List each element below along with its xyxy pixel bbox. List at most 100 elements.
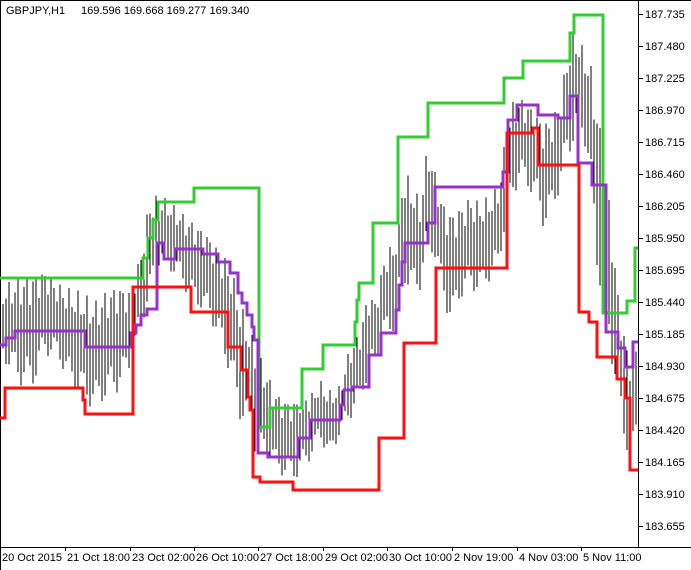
price-bar — [542, 148, 544, 226]
price-bar — [377, 307, 379, 356]
price-bar — [212, 263, 214, 327]
price-bar — [74, 312, 76, 390]
price-bar — [266, 382, 268, 455]
price-bar — [533, 133, 535, 182]
price-bar — [134, 293, 136, 336]
price-bar — [62, 297, 64, 370]
price-bar — [86, 295, 88, 395]
price-label: 187.225 — [645, 73, 685, 85]
time-label: 2 Nov 19:00 — [454, 552, 513, 564]
price-bar — [437, 206, 439, 256]
price-bar — [548, 128, 550, 195]
price-bar — [494, 188, 496, 251]
price-bar — [137, 263, 139, 317]
price-bar — [44, 276, 46, 344]
price-bar — [293, 403, 295, 476]
price-bar — [362, 322, 364, 390]
price-bar — [17, 278, 19, 373]
price-bar — [11, 303, 13, 352]
price-bar — [626, 350, 628, 450]
price-bar — [59, 284, 61, 360]
price-bar — [371, 299, 373, 350]
price-bar — [302, 388, 304, 449]
price-bar — [428, 171, 430, 230]
price-bar — [233, 277, 235, 361]
price-bar — [182, 213, 184, 279]
price-bar — [413, 207, 415, 269]
price-bar — [503, 146, 505, 233]
price-bar — [104, 293, 106, 396]
time-label: 23 Oct 02:00 — [132, 552, 195, 564]
price-bar — [587, 76, 589, 154]
price-bar — [8, 282, 10, 365]
price-bar — [323, 396, 325, 448]
price-bar — [176, 224, 178, 262]
price-bar — [383, 265, 385, 321]
price-bar — [620, 340, 622, 396]
price-bar — [254, 368, 256, 452]
price-bar — [332, 402, 334, 441]
price-label: 184.930 — [645, 361, 685, 373]
price-bar — [263, 387, 265, 439]
time-label: 30 Oct 10:00 — [389, 552, 452, 564]
time-label: 4 Nov 03:00 — [519, 552, 578, 564]
price-bar — [635, 351, 637, 425]
price-bar — [467, 199, 469, 266]
time-label: 29 Oct 02:00 — [325, 552, 388, 564]
price-bar — [557, 117, 559, 196]
price-bar — [608, 199, 610, 324]
price-bar — [113, 290, 115, 382]
price-bar — [119, 290, 121, 377]
price-bar — [563, 74, 565, 144]
indicator-lines — [0, 13, 638, 492]
price-label: 185.185 — [645, 329, 685, 341]
price-label: 185.695 — [645, 265, 685, 277]
price-bar — [410, 203, 412, 271]
price-bar — [158, 209, 160, 266]
price-bar — [572, 29, 574, 141]
price-label: 184.165 — [645, 457, 685, 469]
price-label: 187.480 — [645, 41, 685, 53]
price-bar — [29, 304, 31, 366]
price-bars — [2, 29, 637, 478]
price-bar — [191, 222, 193, 280]
price-label: 183.910 — [645, 489, 685, 501]
price-bar — [95, 300, 97, 380]
price-bar — [512, 101, 514, 188]
symbol-period-label: GBPJPY,H1 — [6, 5, 65, 17]
price-bar — [416, 193, 418, 285]
price-bar — [47, 294, 49, 357]
price-bar — [425, 156, 427, 232]
price-bar — [89, 323, 91, 407]
price-bar — [473, 222, 475, 292]
price-bar — [326, 401, 328, 445]
price-label: 184.420 — [645, 425, 685, 437]
price-bar — [20, 304, 22, 386]
price-bar — [485, 197, 487, 279]
price-bar — [284, 404, 286, 470]
price-bar — [365, 305, 367, 383]
price-bar — [56, 301, 58, 342]
time-axis[interactable] — [0, 547, 691, 551]
price-bar — [65, 308, 67, 361]
price-bar — [599, 127, 601, 286]
price-bar — [419, 221, 421, 290]
price-bar — [200, 231, 202, 308]
price-axis[interactable] — [638, 0, 643, 548]
price-bar — [209, 242, 211, 308]
price-bar — [395, 254, 397, 309]
price-bar — [92, 317, 94, 395]
price-label: 186.205 — [645, 201, 685, 213]
time-label: 21 Oct 18:00 — [67, 552, 130, 564]
price-bar — [110, 297, 112, 367]
price-bar — [128, 293, 130, 369]
price-bar — [230, 294, 232, 361]
price-bar — [32, 281, 34, 384]
price-bar — [566, 72, 568, 140]
price-bar — [590, 66, 592, 159]
price-bar — [449, 217, 451, 313]
price-bar — [509, 127, 511, 184]
ohlc-values-label: 169.596 169.668 169.277 169.340 — [81, 5, 249, 17]
